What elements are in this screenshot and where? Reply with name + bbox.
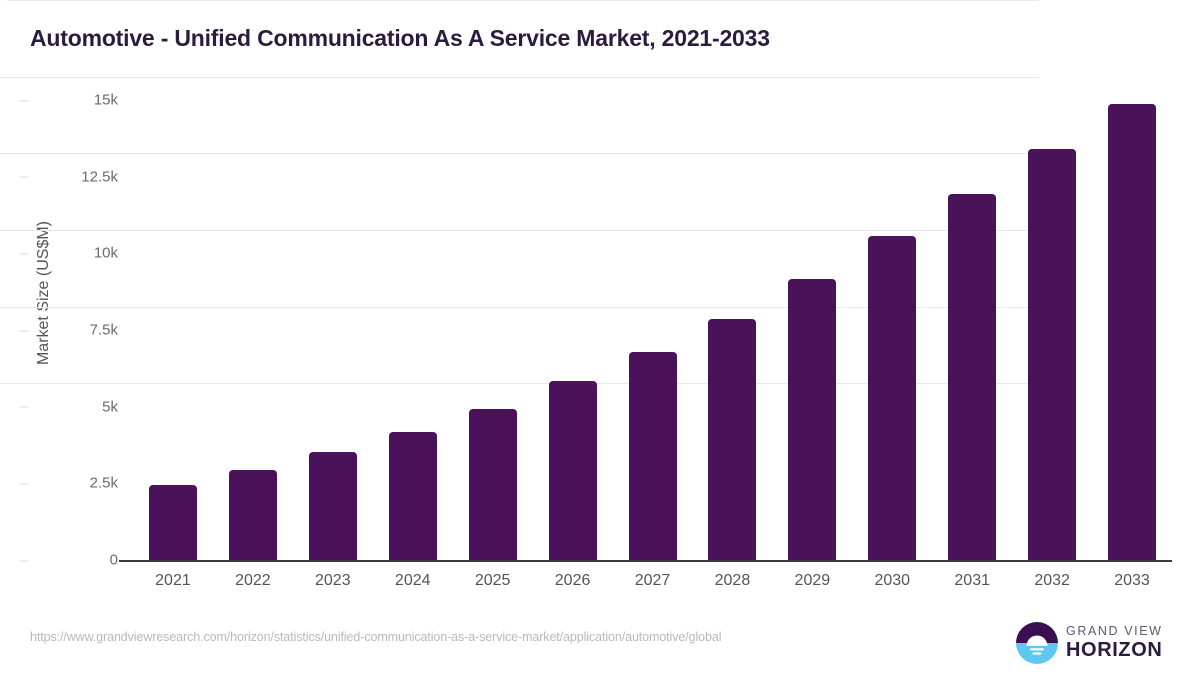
y-axis-tick-label: 0 [20, 552, 118, 569]
x-axis-tick-label: 2028 [714, 572, 751, 589]
bar-2029[interactable] [788, 279, 837, 560]
y-axis-tick-mark [20, 253, 28, 255]
x-axis-tick-label: 2032 [1034, 572, 1070, 589]
gridline [0, 383, 1039, 385]
logo-line-horizon: HORIZON [1066, 639, 1163, 661]
y-axis-tick-label: 2.5k [20, 475, 118, 492]
gridline [0, 0, 1039, 1]
y-axis-tick-mark [20, 483, 28, 485]
x-axis-tick-label: 2022 [235, 572, 271, 589]
y-axis-tick-mark [20, 176, 28, 178]
y-axis-tick-label: 7.5k [20, 322, 118, 339]
y-axis-tick-label: 10k [20, 245, 118, 262]
x-axis-tick-label: 2027 [634, 572, 671, 589]
logo-wordmark: GRAND VIEW HORIZON [1066, 624, 1163, 661]
bar-2028[interactable] [708, 318, 757, 560]
gridline [0, 153, 1039, 155]
bar-2026[interactable] [548, 381, 597, 560]
grand-view-horizon-circle-icon [1016, 622, 1058, 664]
gridline [0, 306, 1039, 308]
source-url[interactable]: https://www.grandviewresearch.com/horizo… [30, 630, 722, 644]
y-axis-tick-mark [20, 560, 28, 561]
y-axis-tick-label: 15k [20, 92, 118, 109]
x-axis-tick-label: 2021 [155, 572, 191, 589]
x-axis-line [119, 560, 1172, 562]
bar-2032[interactable] [1028, 149, 1077, 560]
brand-logo: GRAND VIEW HORIZON [1016, 620, 1176, 668]
x-axis-tick-label: 2023 [315, 572, 351, 589]
x-axis-tick-label: 2025 [474, 572, 511, 589]
gridline [0, 230, 1039, 231]
bar-2024[interactable] [388, 432, 437, 560]
x-axis-tick-label: 2031 [954, 572, 990, 589]
y-axis-tick-mark [20, 406, 28, 408]
x-axis-tick-label: 2026 [554, 572, 591, 589]
y-axis-title: Market Size (US$M) [35, 220, 52, 366]
logo-line-grand-view: GRAND VIEW [1066, 624, 1163, 638]
bar-2033[interactable] [1108, 103, 1157, 560]
y-axis-tick-mark [20, 330, 28, 331]
bar-2025[interactable] [468, 408, 517, 560]
x-axis-tick-label: 2029 [794, 572, 831, 589]
x-axis-tick-label: 2033 [1114, 572, 1150, 589]
x-axis-tick-label: 2030 [874, 572, 911, 589]
page-title: Automotive - Unified Communication As A … [30, 25, 770, 51]
x-axis-tick-label: 2024 [394, 572, 431, 589]
bar-2023[interactable] [308, 452, 357, 560]
bar-2031[interactable] [948, 193, 997, 560]
bar-2021[interactable] [148, 484, 197, 560]
y-axis-tick-label: 5k [20, 398, 118, 415]
y-axis-tick-mark [20, 100, 28, 101]
bar-2030[interactable] [868, 236, 917, 560]
bar-2027[interactable] [628, 352, 677, 560]
gridline [0, 76, 1039, 78]
y-axis-tick-label: 12.5k [20, 168, 118, 185]
bar-2022[interactable] [228, 470, 277, 560]
